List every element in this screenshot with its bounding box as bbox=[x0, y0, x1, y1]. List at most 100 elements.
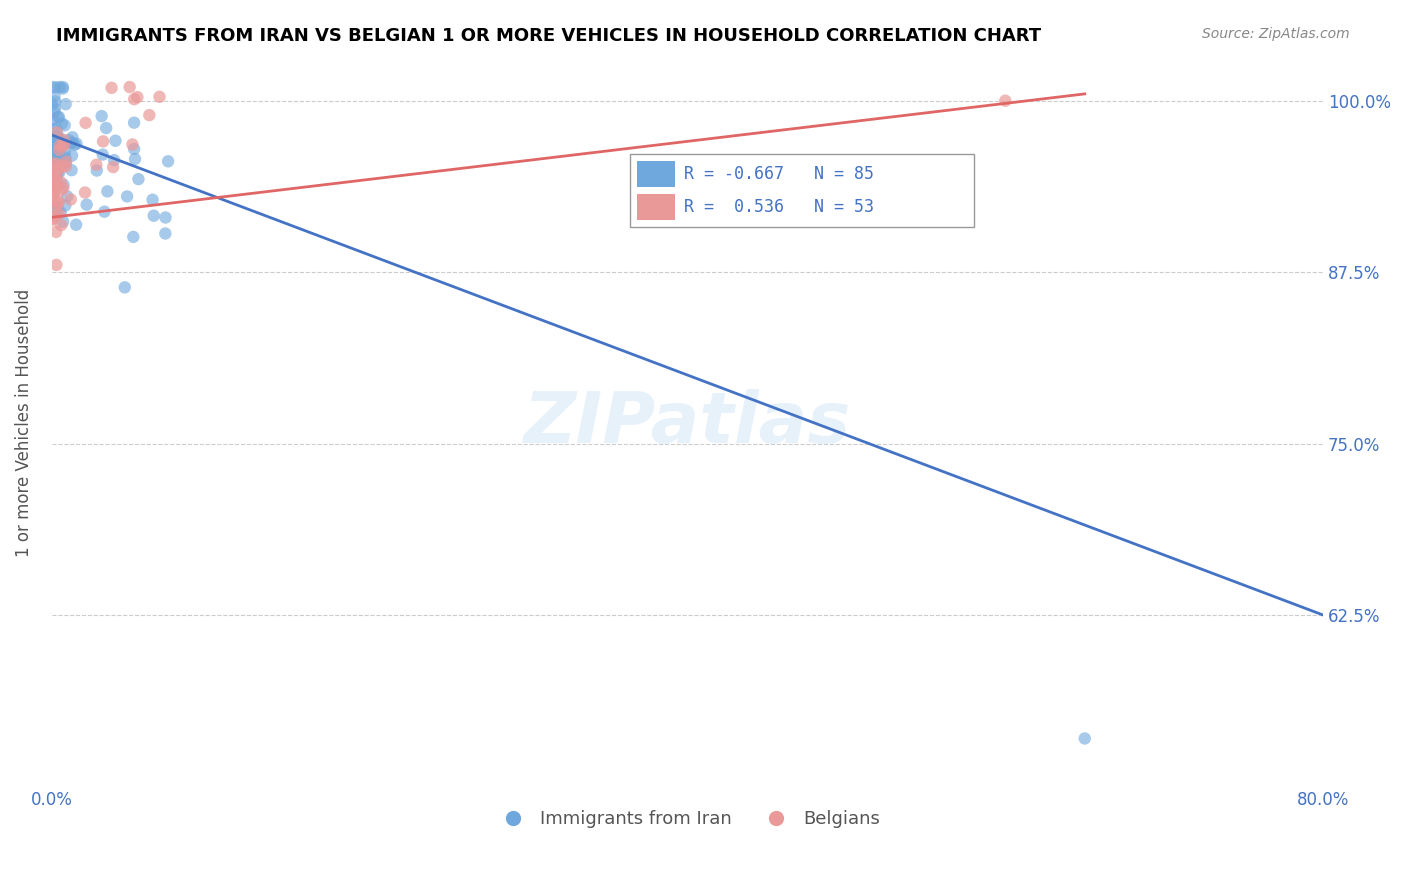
Point bbox=[45, 145, 67, 160]
Point bbox=[58, 133, 80, 147]
Point bbox=[45, 171, 67, 186]
Point bbox=[65, 136, 87, 151]
Point bbox=[52, 81, 75, 95]
Point bbox=[103, 153, 125, 168]
Text: R =  0.536   N = 53: R = 0.536 N = 53 bbox=[683, 198, 873, 216]
Point bbox=[41, 146, 63, 161]
Point bbox=[45, 121, 67, 136]
Point bbox=[127, 172, 149, 186]
Point bbox=[86, 163, 108, 178]
Point bbox=[49, 205, 72, 219]
Point bbox=[44, 186, 66, 200]
Point bbox=[65, 218, 87, 232]
Point bbox=[55, 155, 77, 169]
Point bbox=[51, 183, 73, 197]
Point bbox=[53, 198, 76, 212]
Point bbox=[45, 159, 67, 173]
Point bbox=[46, 202, 69, 216]
Point bbox=[44, 161, 66, 176]
Point bbox=[155, 211, 177, 225]
Y-axis label: 1 or more Vehicles in Household: 1 or more Vehicles in Household bbox=[15, 289, 32, 558]
Point bbox=[41, 112, 63, 127]
Point bbox=[41, 156, 63, 170]
Point bbox=[994, 94, 1017, 108]
Point bbox=[46, 110, 69, 124]
FancyBboxPatch shape bbox=[637, 194, 675, 219]
Point bbox=[42, 194, 65, 208]
Point bbox=[138, 108, 160, 122]
Point bbox=[49, 138, 72, 153]
Point bbox=[49, 133, 72, 147]
Point bbox=[46, 164, 69, 178]
Point bbox=[73, 186, 96, 200]
Point bbox=[96, 121, 118, 136]
Point bbox=[45, 198, 67, 212]
Point bbox=[42, 144, 65, 158]
Point bbox=[48, 110, 70, 124]
Point bbox=[122, 142, 145, 156]
Text: ZIPatlas: ZIPatlas bbox=[524, 389, 851, 458]
Point bbox=[45, 157, 67, 171]
Point bbox=[48, 207, 70, 221]
Point bbox=[56, 189, 79, 203]
Point bbox=[46, 126, 69, 140]
Point bbox=[45, 169, 67, 184]
Point bbox=[59, 136, 82, 150]
Point bbox=[1074, 731, 1097, 746]
Point bbox=[52, 181, 75, 195]
Point bbox=[118, 80, 141, 95]
Point bbox=[49, 150, 72, 164]
Point bbox=[90, 109, 112, 123]
Point bbox=[53, 119, 76, 133]
Point bbox=[142, 209, 165, 223]
Point bbox=[44, 105, 66, 120]
Point bbox=[122, 116, 145, 130]
Point bbox=[42, 183, 65, 197]
Point bbox=[45, 80, 67, 95]
Point bbox=[41, 213, 63, 227]
Point bbox=[42, 163, 65, 178]
Point bbox=[55, 97, 77, 112]
Point bbox=[45, 225, 67, 239]
Point bbox=[52, 178, 75, 192]
Point bbox=[100, 80, 122, 95]
Point bbox=[51, 137, 73, 152]
Point bbox=[124, 152, 146, 166]
Point bbox=[55, 154, 77, 169]
Point bbox=[44, 95, 66, 109]
Text: Source: ZipAtlas.com: Source: ZipAtlas.com bbox=[1202, 27, 1350, 41]
Point bbox=[42, 166, 65, 180]
Point bbox=[76, 197, 98, 211]
Point bbox=[48, 143, 70, 157]
Point bbox=[45, 208, 67, 222]
Point bbox=[75, 116, 97, 130]
Point bbox=[42, 173, 65, 187]
Point bbox=[60, 136, 83, 150]
Point bbox=[52, 80, 75, 95]
Point bbox=[52, 215, 75, 229]
Point bbox=[51, 138, 73, 153]
Point bbox=[141, 193, 163, 207]
Point bbox=[46, 165, 69, 179]
Point bbox=[42, 155, 65, 169]
Point bbox=[41, 211, 63, 226]
Legend: Immigrants from Iran, Belgians: Immigrants from Iran, Belgians bbox=[488, 803, 887, 836]
Point bbox=[42, 202, 65, 217]
Point bbox=[49, 159, 72, 173]
Point bbox=[46, 129, 69, 144]
Point bbox=[148, 90, 170, 104]
Point bbox=[41, 162, 63, 177]
Point bbox=[44, 153, 66, 167]
Point bbox=[115, 189, 138, 203]
Point bbox=[127, 90, 149, 104]
Point bbox=[60, 148, 83, 162]
Point bbox=[157, 154, 180, 169]
Point bbox=[53, 138, 76, 153]
Point bbox=[41, 150, 63, 164]
Point bbox=[41, 97, 63, 112]
Point bbox=[155, 227, 177, 241]
Point bbox=[55, 151, 77, 165]
Point bbox=[53, 145, 76, 159]
Point bbox=[49, 175, 72, 189]
Point bbox=[49, 160, 72, 174]
